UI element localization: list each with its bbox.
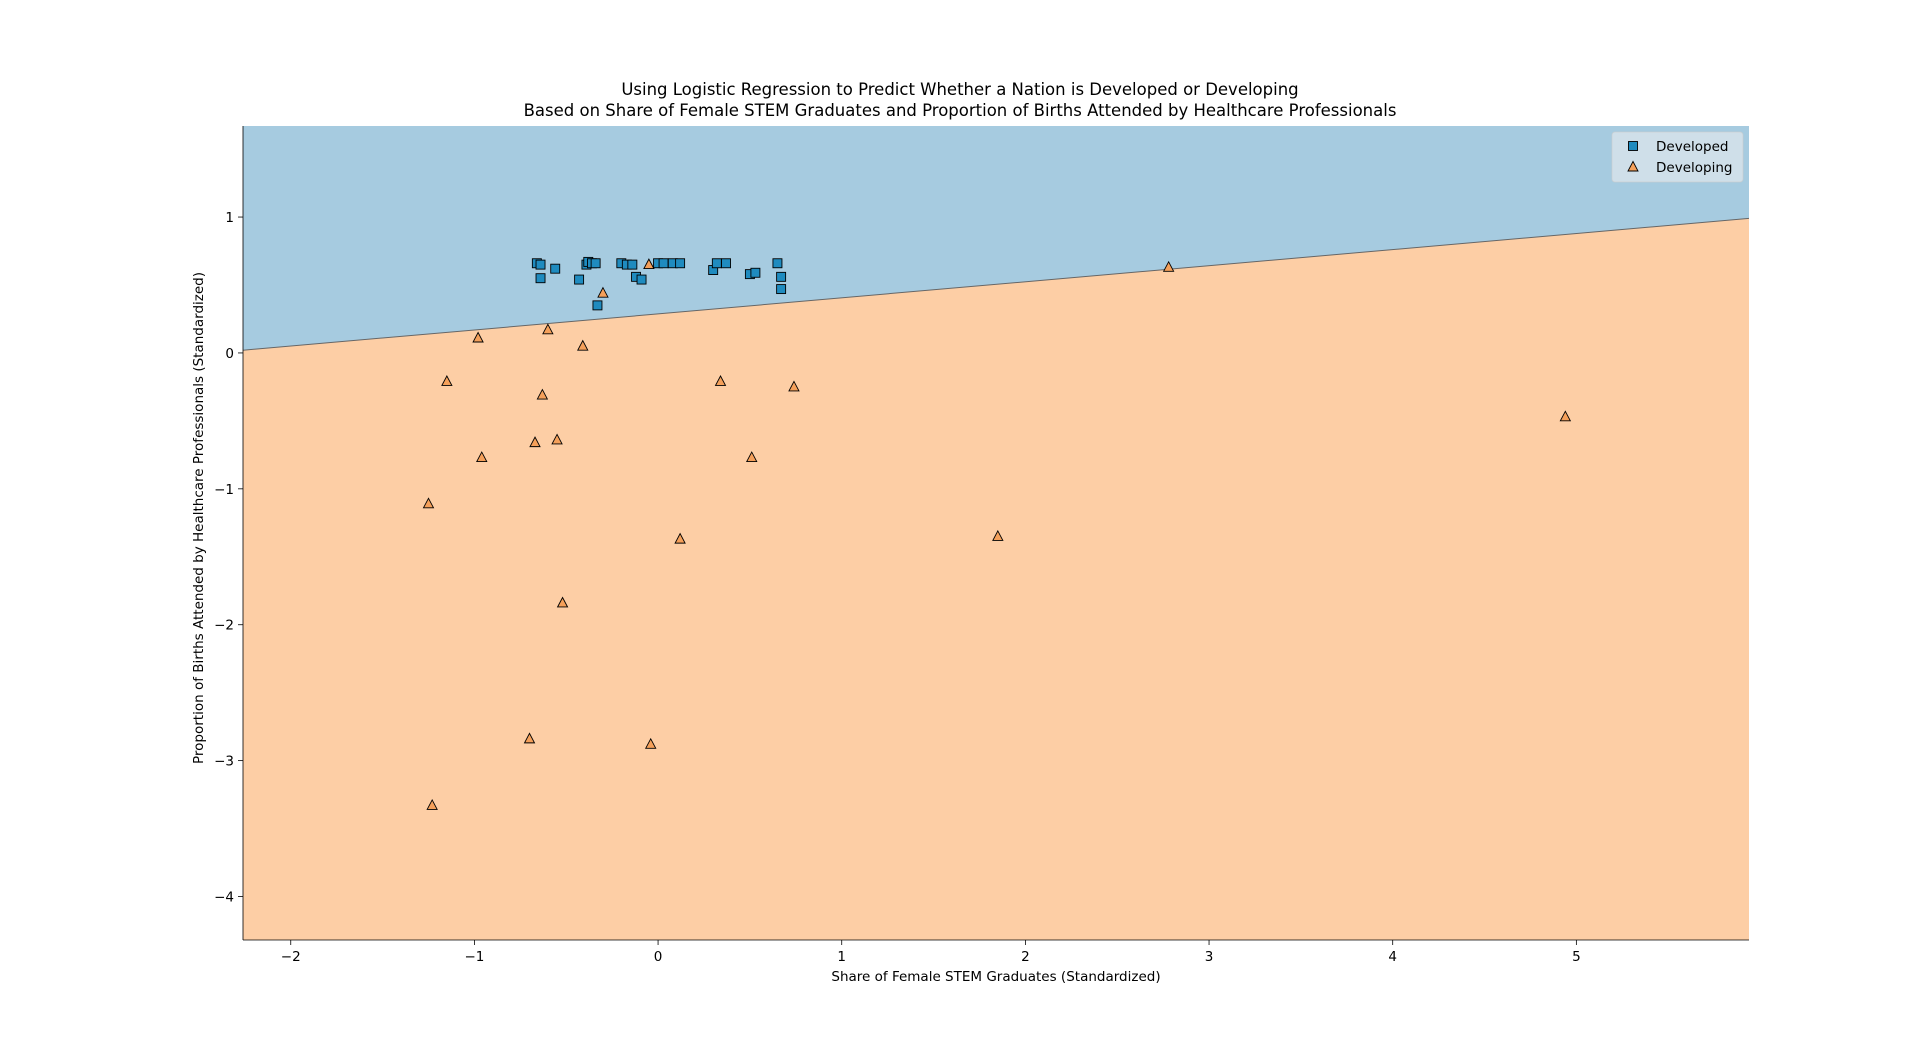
developing-point <box>1559 410 1572 422</box>
developed-point <box>627 259 638 270</box>
developed-point <box>776 284 787 295</box>
developed-point <box>776 271 787 282</box>
decision-boundary-line <box>243 217 1749 351</box>
developing-point <box>551 433 563 445</box>
developing-point <box>674 532 686 544</box>
developed-point <box>711 258 722 269</box>
x-tick-label: −2 <box>281 949 301 965</box>
legend-label-developing: Developing <box>1656 160 1732 176</box>
x-tick-label: 4 <box>1388 949 1397 965</box>
developed-point <box>636 274 647 285</box>
developed-point <box>675 258 686 269</box>
developing-point <box>523 732 536 744</box>
x-tick-label: 5 <box>1572 949 1581 965</box>
x-axis-label: Share of Female STEM Graduates (Standard… <box>831 969 1160 985</box>
developed-point <box>772 258 783 269</box>
developed-point <box>592 300 603 311</box>
axes: −2 −1 0 1 2 3 4 5 1 0 −1 −2 −3 −4 <box>214 126 1749 965</box>
developing-point <box>992 529 1004 541</box>
developed-point <box>550 263 561 274</box>
developing-point <box>643 258 655 270</box>
legend-marker-developed <box>1628 141 1638 151</box>
chart-title: Using Logistic Regression to Predict Whe… <box>621 80 1299 99</box>
developing-point <box>422 497 435 509</box>
developing-point <box>542 323 554 335</box>
data-points <box>422 256 1572 810</box>
plot-area <box>243 126 1749 940</box>
developed-point <box>721 258 731 269</box>
developing-point <box>788 380 800 392</box>
x-tick-label: −1 <box>464 949 484 965</box>
legend-frame <box>1611 131 1744 183</box>
x-tick-label: 3 <box>1205 949 1214 965</box>
developed-point <box>750 267 761 278</box>
y-axis-label: Proportion of Births Attended by Healthc… <box>191 272 207 764</box>
x-tick-label: 1 <box>837 949 846 965</box>
developed-point <box>535 273 546 284</box>
legend-marker-developing <box>1627 160 1639 172</box>
y-tick-label: −4 <box>214 890 234 906</box>
developing-point <box>556 596 569 608</box>
y-tick-label: 0 <box>225 346 234 362</box>
developing-point <box>536 388 549 400</box>
y-tick-label: 1 <box>225 210 234 226</box>
x-tick-label: 2 <box>1021 949 1030 965</box>
developed-point <box>590 258 601 269</box>
developed-point <box>658 258 669 269</box>
developed-point <box>574 274 585 285</box>
y-tick-label: −3 <box>214 754 234 770</box>
region-developing <box>243 218 1749 940</box>
developing-point <box>1162 260 1175 272</box>
developed-point <box>535 259 546 270</box>
developing-point <box>441 375 453 386</box>
developing-point <box>644 737 657 749</box>
developing-point <box>577 339 589 351</box>
developing-point <box>426 798 438 810</box>
developing-point <box>745 451 758 463</box>
legend: Developed Developing <box>1611 131 1744 183</box>
developing-point <box>476 451 488 463</box>
x-tick-label: 0 <box>654 949 663 965</box>
y-tick-label: −2 <box>214 618 234 634</box>
developing-point <box>714 375 727 386</box>
developing-point <box>529 436 541 448</box>
developing-point <box>597 286 609 298</box>
y-tick-label: −1 <box>214 482 234 498</box>
legend-label-developed: Developed <box>1656 139 1728 155</box>
chart-subtitle: Based on Share of Female STEM Graduates … <box>523 101 1397 120</box>
developing-point <box>472 331 484 343</box>
